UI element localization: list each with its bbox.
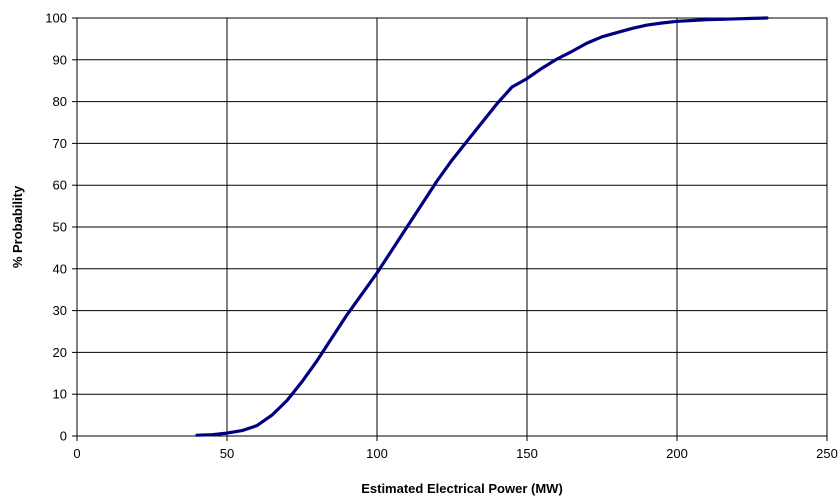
x-tick-label: 150	[516, 446, 538, 461]
x-tick-label: 100	[366, 446, 388, 461]
y-tick-label: 50	[53, 220, 67, 235]
y-tick-label: 30	[53, 303, 67, 318]
x-tick-label: 200	[666, 446, 688, 461]
y-tick-label: 10	[53, 387, 67, 402]
x-tick-label: 0	[73, 446, 80, 461]
y-tick-label: 0	[60, 429, 67, 444]
y-tick-label: 40	[53, 261, 67, 276]
gridlines	[76, 17, 828, 437]
y-axis-ticks: 0 10 20 30 40 50 60 70 80 90 100	[45, 11, 77, 444]
y-tick-label: 60	[53, 178, 67, 193]
x-tick-label: 50	[220, 446, 234, 461]
y-tick-label: 70	[53, 136, 67, 151]
x-axis-ticks: 0 50 100 150 200 250	[73, 436, 838, 461]
y-tick-label: 100	[45, 11, 67, 26]
series-line	[195, 16, 769, 437]
x-tick-label: 250	[816, 446, 838, 461]
y-tick-label: 80	[53, 94, 67, 109]
y-axis-title: % Probability	[10, 185, 25, 268]
x-axis-title: Estimated Electrical Power (MW)	[361, 481, 563, 496]
y-tick-label: 90	[53, 52, 67, 67]
series-layer	[195, 16, 769, 437]
y-tick-label: 20	[53, 345, 67, 360]
